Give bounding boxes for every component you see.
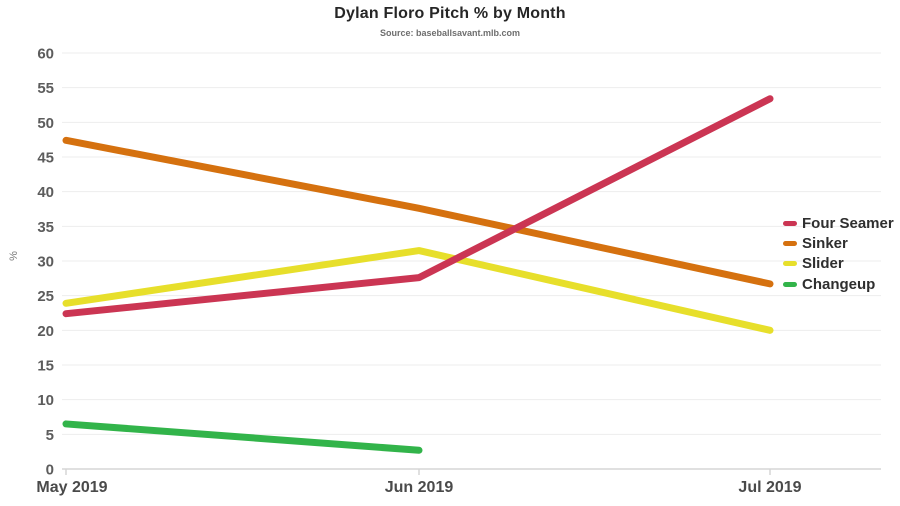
chart-title: Dylan Floro Pitch % by Month bbox=[334, 5, 566, 22]
y-tick-label: 25 bbox=[37, 288, 54, 305]
y-tick-label: 10 bbox=[37, 392, 54, 409]
legend-label: Sinker bbox=[802, 234, 848, 252]
y-tick-labels: 0 5 10 15 20 25 30 35 40 45 50 55 60 bbox=[37, 46, 54, 479]
legend-item-sinker: Sinker bbox=[783, 233, 894, 253]
legend-swatch-icon bbox=[783, 220, 797, 226]
y-tick-label: 20 bbox=[37, 323, 54, 340]
y-tick-label: 35 bbox=[37, 219, 54, 236]
series-line-four-seamer bbox=[62, 95, 774, 318]
y-axis-label: % bbox=[7, 251, 20, 261]
y-tick-label: 55 bbox=[37, 80, 54, 97]
y-tick-label: 40 bbox=[37, 184, 54, 201]
legend-label: Four Seamer bbox=[802, 214, 894, 232]
legend-label: Slider bbox=[802, 255, 844, 273]
legend-item-changeup: Changeup bbox=[783, 274, 894, 294]
y-tick-label: 50 bbox=[37, 115, 54, 132]
series-line-changeup bbox=[62, 420, 423, 454]
y-tick-label: 15 bbox=[37, 358, 54, 375]
legend-item-four-seamer: Four Seamer bbox=[783, 213, 894, 233]
y-tick-label: 5 bbox=[46, 427, 54, 444]
legend: Four Seamer Sinker Slider Changeup bbox=[783, 213, 894, 294]
series-line-sinker bbox=[62, 136, 774, 288]
x-axis bbox=[62, 468, 881, 475]
x-tick-label: May 2019 bbox=[36, 479, 107, 496]
series-line-slider bbox=[62, 247, 774, 334]
legend-swatch-icon bbox=[783, 281, 797, 287]
y-tick-label: 60 bbox=[37, 46, 54, 63]
chart-subtitle: Source: baseballsavant.mlb.com bbox=[379, 28, 521, 38]
gridlines bbox=[62, 52, 881, 435]
x-tick-labels: May 2019 Jun 2019 Jul 2019 bbox=[36, 479, 801, 496]
y-tick-label: 45 bbox=[37, 150, 54, 167]
legend-swatch-icon bbox=[783, 240, 797, 246]
legend-swatch-icon bbox=[783, 261, 797, 267]
legend-item-slider: Slider bbox=[783, 254, 894, 274]
x-tick-label: Jun 2019 bbox=[385, 479, 454, 496]
y-tick-label: 0 bbox=[46, 462, 54, 479]
legend-label: Changeup bbox=[802, 275, 876, 293]
x-tick-label: Jul 2019 bbox=[738, 479, 801, 496]
y-tick-label: 30 bbox=[37, 254, 54, 271]
